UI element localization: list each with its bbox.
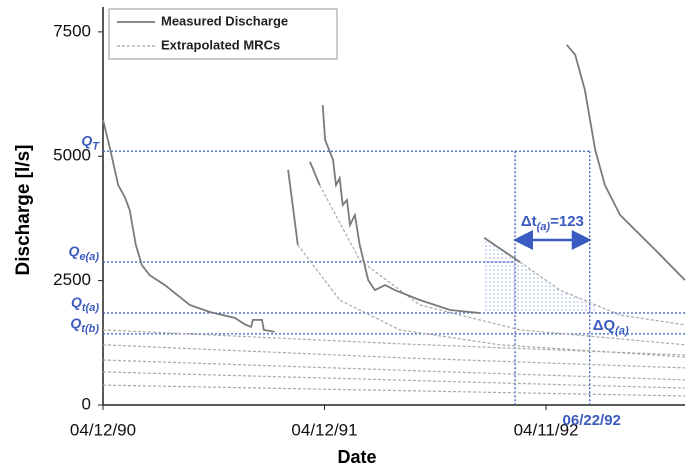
level-symbol: Q (81, 132, 92, 148)
level-label: QT (81, 132, 100, 152)
legend-label: Measured Discharge (161, 13, 288, 28)
level-subscript: t(a) (82, 302, 99, 314)
y-tick-label: 0 (82, 394, 91, 413)
x-tick-label: 04/12/91 (291, 420, 357, 439)
y-tick-label: 7500 (53, 21, 91, 40)
level-label: Qe(a) (69, 243, 100, 263)
level-subscript: e(a) (79, 251, 99, 263)
dt-subscript: (a) (537, 221, 551, 233)
y-tick-label: 5000 (53, 146, 91, 165)
dq-subscript: (a) (615, 325, 629, 337)
y-tick-label: 2500 (53, 270, 91, 289)
x-tick-label: 04/12/90 (70, 420, 136, 439)
mrc-line (102, 184, 686, 397)
hatched-area (484, 238, 597, 313)
level-symbol: Q (70, 315, 81, 331)
dt-label: Δt(a)=123 (521, 213, 584, 233)
x-tick-label: 04/11/92 (514, 420, 579, 439)
legend-label: Extrapolated MRCs (161, 37, 280, 52)
level-label: Qt(b) (70, 315, 99, 335)
level-subscript: T (92, 140, 100, 152)
legend-box (108, 8, 338, 60)
level-symbol: Q (69, 243, 80, 259)
level-symbol: Q (71, 294, 82, 310)
discharge-line (102, 44, 686, 333)
dq-text: ΔQ (593, 317, 616, 334)
dt-text: Δt (521, 213, 537, 230)
level-label: Qt(a) (71, 294, 99, 314)
x-axis-title: Date (337, 447, 376, 467)
level-subscript: t(b) (81, 323, 99, 335)
time-label: 06/22/92 (563, 412, 621, 429)
dq-label: ΔQ(a) (593, 317, 629, 337)
y-axis-title: Discharge [l/s] (13, 145, 34, 276)
dt-suffix: =123 (550, 213, 584, 230)
